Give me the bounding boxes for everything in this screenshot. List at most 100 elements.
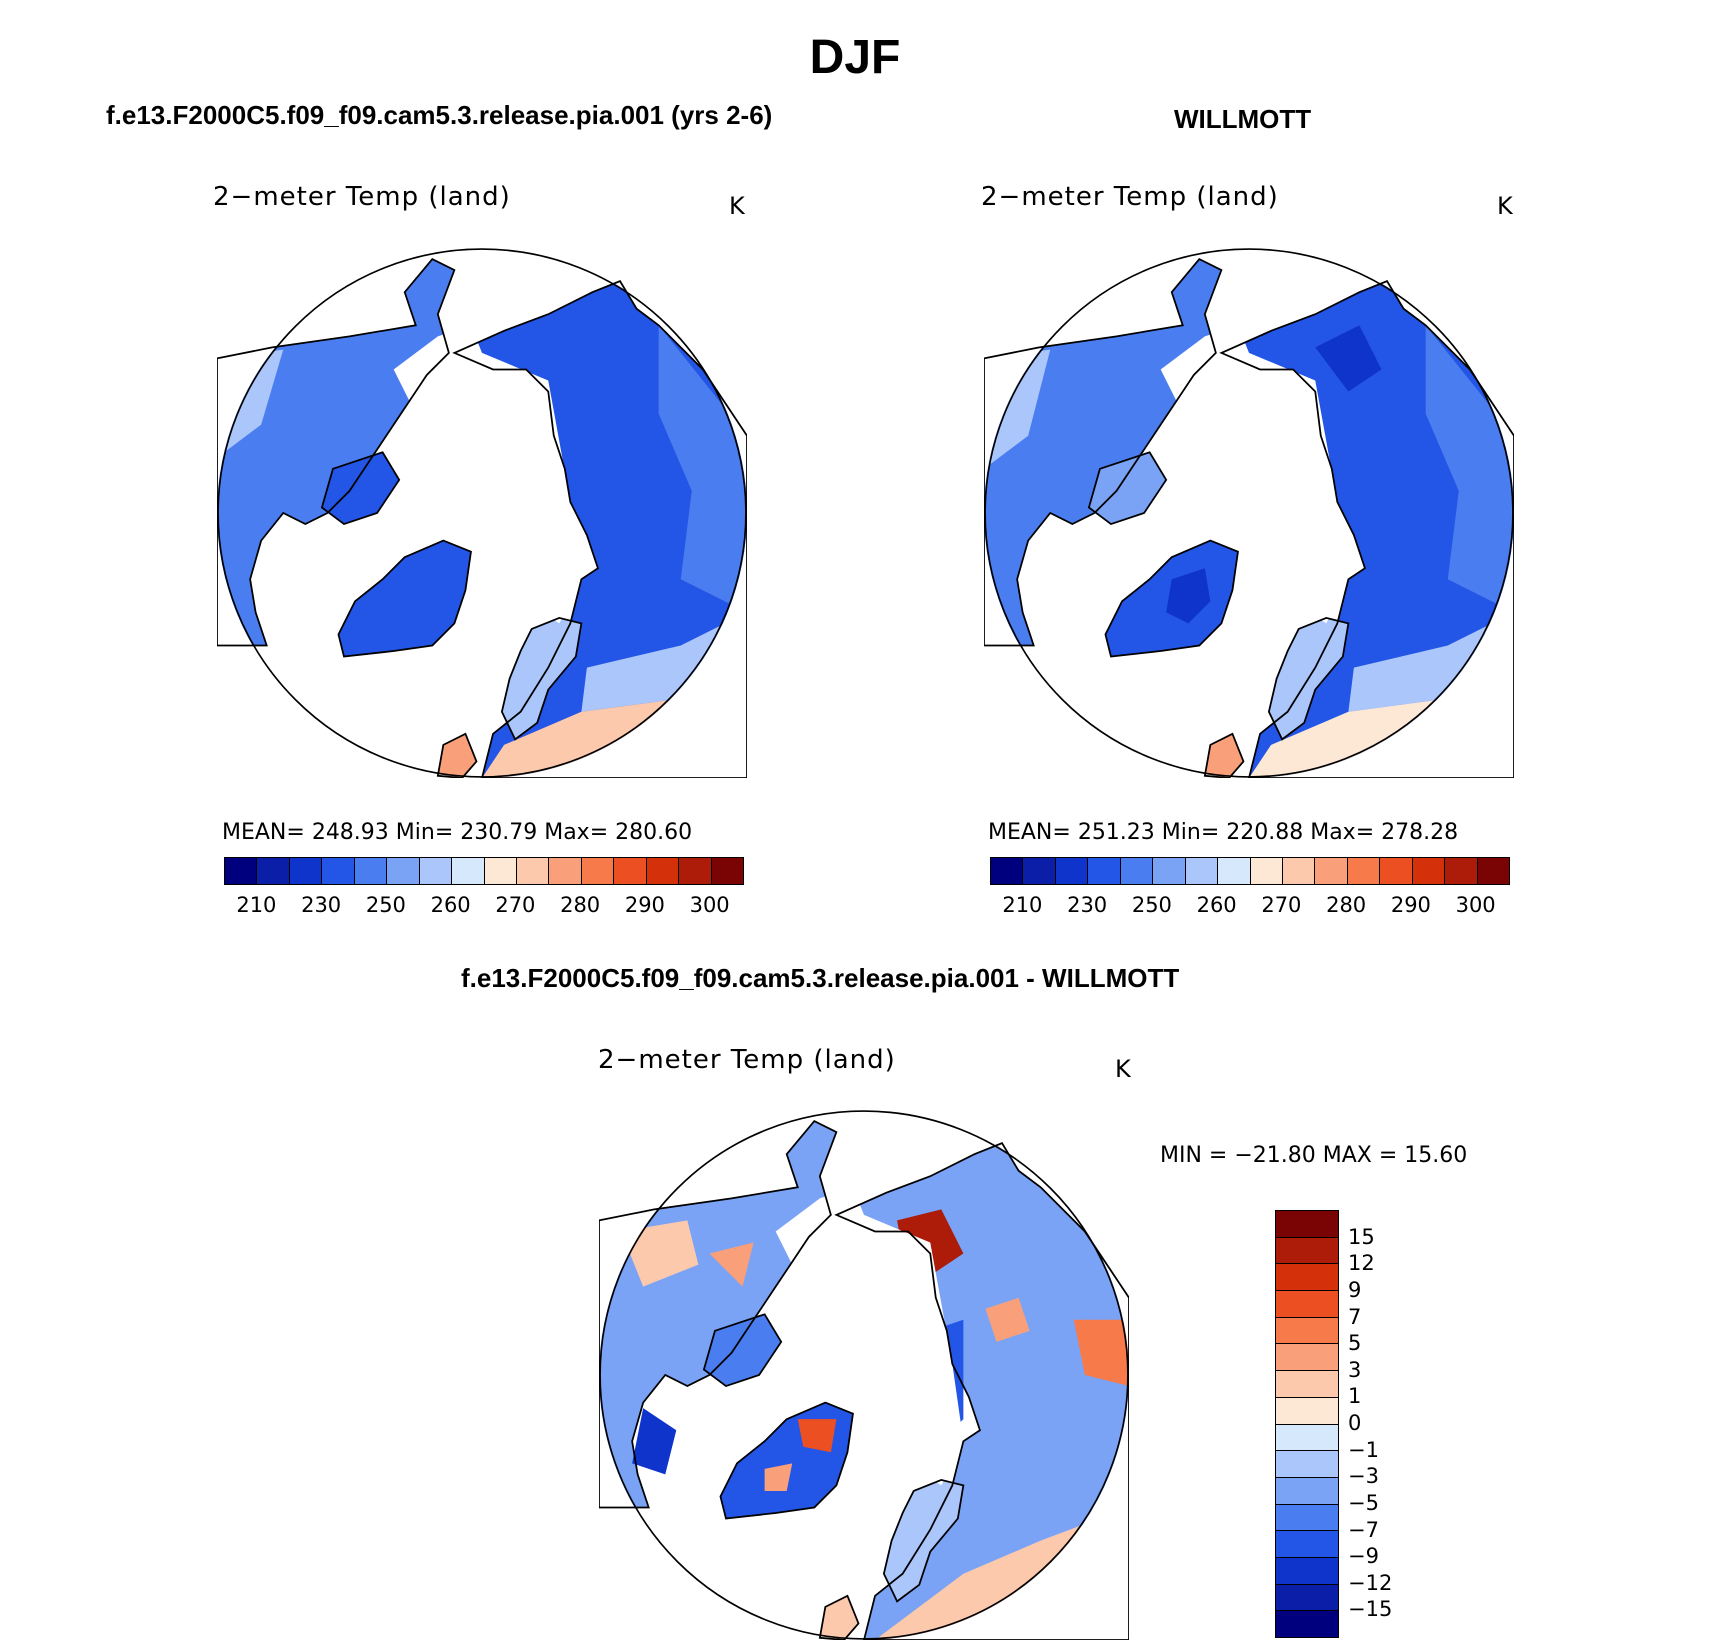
colorbar-tick-label: −12 xyxy=(1348,1570,1393,1595)
colorbar-swatch xyxy=(581,858,615,884)
obs-polar-map xyxy=(984,248,1514,778)
colorbar-swatch xyxy=(1315,858,1348,884)
colorbar-swatch xyxy=(646,858,680,884)
colorbar-tick-label: −1 xyxy=(1348,1437,1379,1462)
colorbar-swatch xyxy=(1276,1611,1338,1637)
obs-unit: K xyxy=(1497,192,1513,220)
colorbar-swatch xyxy=(1276,1504,1338,1532)
figure-title: DJF xyxy=(809,31,901,84)
diff-polar-map xyxy=(599,1110,1129,1640)
colorbar-swatch xyxy=(1276,1344,1338,1372)
model-stats: MEAN= 248.93 Min= 230.79 Max= 280.60 xyxy=(222,820,693,845)
colorbar-swatch xyxy=(549,858,582,884)
diff-stats: MIN = −21.80 MAX = 15.60 xyxy=(1160,1143,1468,1168)
colorbar-tick-label: 3 xyxy=(1348,1357,1362,1382)
diff-plot-title: 2−meter Temp (land) xyxy=(598,1045,896,1075)
colorbar-swatch xyxy=(1276,1451,1338,1478)
model-plot-title: 2−meter Temp (land) xyxy=(213,182,511,212)
colorbar-tick-label: 230 xyxy=(1067,893,1108,917)
colorbar-tick-label: 270 xyxy=(495,893,536,917)
colorbar-tick-label: 250 xyxy=(1131,893,1172,917)
colorbar-swatch xyxy=(484,858,517,884)
colorbar-swatch xyxy=(1250,858,1283,884)
colorbar-swatch xyxy=(1120,858,1154,884)
colorbar-swatch xyxy=(387,858,420,884)
colorbar-tick-label: 7 xyxy=(1348,1304,1362,1329)
colorbar-swatch xyxy=(1276,1371,1338,1398)
colorbar-tick-label: 9 xyxy=(1348,1277,1362,1302)
colorbar-swatch xyxy=(614,858,647,884)
colorbar-swatch xyxy=(679,858,712,884)
colorbar-swatch xyxy=(1276,1557,1338,1585)
colorbar-tick-label: 210 xyxy=(1002,893,1043,917)
colorbar-swatch xyxy=(1380,858,1413,884)
colorbar-swatch xyxy=(516,858,550,884)
colorbar-swatch xyxy=(1153,858,1186,884)
colorbar-tick-label: 270 xyxy=(1261,893,1302,917)
diff-unit: K xyxy=(1115,1055,1131,1083)
colorbar-swatch xyxy=(1276,1584,1338,1612)
colorbar-tick-label: 12 xyxy=(1348,1251,1375,1276)
colorbar-swatch xyxy=(452,858,485,884)
colorbar-swatch xyxy=(354,858,388,884)
colorbar-tick-label: 290 xyxy=(1390,893,1431,917)
colorbar-tick-label: 210 xyxy=(236,893,277,917)
colorbar-swatch xyxy=(1477,858,1509,884)
colorbar-tick-label: 260 xyxy=(430,893,471,917)
colorbar-swatch xyxy=(1023,858,1056,884)
colorbar-tick-label: 280 xyxy=(1326,893,1367,917)
colorbar-swatch xyxy=(1412,858,1446,884)
colorbar-tick-label: −3 xyxy=(1348,1464,1379,1489)
colorbar-swatch xyxy=(1276,1424,1338,1452)
colorbar-swatch xyxy=(257,858,290,884)
colorbar-tick-label: 300 xyxy=(689,893,730,917)
colorbar-tick-label: 290 xyxy=(624,893,665,917)
colorbar-swatch xyxy=(1276,1531,1338,1558)
colorbar-swatch xyxy=(1055,858,1089,884)
colorbar-tick-label: 250 xyxy=(365,893,406,917)
colorbar-tick-label: 0 xyxy=(1348,1411,1362,1435)
colorbar-swatch xyxy=(1347,858,1381,884)
model-unit: K xyxy=(729,192,745,220)
colorbar-tick-label: 280 xyxy=(560,893,601,917)
diff-case-title: f.e13.F2000C5.f09_f09.cam5.3.release.pia… xyxy=(461,963,1180,993)
colorbar-tick-label: −5 xyxy=(1348,1490,1379,1515)
colorbar-tick-label: −7 xyxy=(1348,1517,1379,1542)
colorbar-swatch xyxy=(1282,858,1316,884)
colorbar-tick-label: 230 xyxy=(301,893,342,917)
colorbar-swatch xyxy=(1185,858,1219,884)
colorbar-tick-label: 1 xyxy=(1348,1384,1362,1409)
model-colorbar xyxy=(224,857,744,885)
model-case-title: f.e13.F2000C5.f09_f09.cam5.3.release.pia… xyxy=(106,100,773,130)
colorbar-swatch xyxy=(711,858,743,884)
colorbar-swatch xyxy=(991,858,1024,884)
obs-colorbar-ticks: 210 230 250 260 270 280 290 300 xyxy=(990,893,1508,921)
colorbar-swatch xyxy=(225,858,258,884)
model-colorbar-ticks: 210 230 250 260 270 280 290 300 xyxy=(224,893,742,921)
obs-case-title: WILLMOTT xyxy=(1174,104,1312,134)
colorbar-swatch xyxy=(1276,1291,1338,1318)
colorbar-tick-label: 5 xyxy=(1348,1331,1362,1356)
model-polar-map xyxy=(217,248,747,778)
colorbar-swatch xyxy=(1276,1264,1338,1292)
colorbar-tick-label: 300 xyxy=(1455,893,1496,917)
diff-colorbar xyxy=(1275,1210,1339,1638)
colorbar-swatch xyxy=(289,858,323,884)
colorbar-swatch xyxy=(1276,1397,1338,1425)
colorbar-swatch xyxy=(1276,1211,1338,1238)
colorbar-swatch xyxy=(322,858,355,884)
colorbar-swatch xyxy=(1218,858,1251,884)
colorbar-tick-label: 15 xyxy=(1348,1224,1375,1249)
colorbar-tick-label: −9 xyxy=(1348,1544,1379,1569)
obs-colorbar xyxy=(990,857,1510,885)
obs-stats: MEAN= 251.23 Min= 220.88 Max= 278.28 xyxy=(988,820,1459,845)
colorbar-tick-label: −15 xyxy=(1348,1597,1393,1622)
colorbar-swatch xyxy=(419,858,453,884)
colorbar-tick-label: 260 xyxy=(1196,893,1237,917)
colorbar-swatch xyxy=(1276,1477,1338,1505)
obs-plot-title: 2−meter Temp (land) xyxy=(981,182,1279,212)
colorbar-swatch xyxy=(1276,1237,1338,1265)
colorbar-swatch xyxy=(1276,1317,1338,1345)
colorbar-swatch xyxy=(1445,858,1478,884)
colorbar-swatch xyxy=(1088,858,1121,884)
